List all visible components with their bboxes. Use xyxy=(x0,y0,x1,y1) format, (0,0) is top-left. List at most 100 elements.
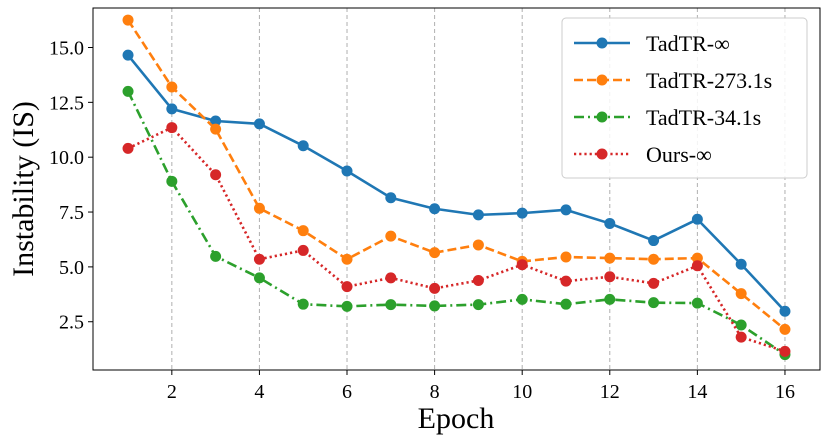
y-axis-title: Instability (IS) xyxy=(7,101,40,277)
series-line xyxy=(126,19,786,331)
data-point xyxy=(604,217,616,229)
data-point xyxy=(297,298,309,310)
data-point xyxy=(429,300,441,312)
data-point xyxy=(297,244,309,256)
x-tick-label: 4 xyxy=(254,381,264,403)
data-point xyxy=(210,169,222,181)
data-point xyxy=(516,259,528,271)
legend-marker xyxy=(596,37,608,49)
y-axis: 2.5 5.0 7.5 10.0 12.5 15.0 xyxy=(49,37,93,334)
data-point xyxy=(429,247,441,259)
legend-marker xyxy=(596,148,608,160)
data-point xyxy=(341,300,353,312)
data-point xyxy=(648,253,660,265)
data-point xyxy=(210,115,222,127)
legend-item: Ours-∞ xyxy=(574,142,712,167)
data-point xyxy=(166,81,178,93)
series-1 xyxy=(122,49,791,317)
data-point xyxy=(648,235,660,247)
data-point xyxy=(648,297,660,309)
data-point xyxy=(779,345,791,357)
y-tick-label: 15.0 xyxy=(49,37,84,59)
data-point xyxy=(472,299,484,311)
x-tick-label: 8 xyxy=(430,381,440,403)
data-point xyxy=(735,331,747,343)
legend-label: TadTR-273.1s xyxy=(646,68,772,93)
y-tick-label: 10.0 xyxy=(49,147,84,169)
data-point xyxy=(735,258,747,270)
data-point xyxy=(166,122,178,134)
data-point xyxy=(604,271,616,283)
legend-item: TadTR-34.1s xyxy=(574,105,761,130)
data-point xyxy=(210,250,222,262)
legend-item: TadTR-273.1s xyxy=(574,68,772,93)
data-point xyxy=(297,140,309,152)
y-tick-label: 7.5 xyxy=(59,202,84,224)
data-point xyxy=(779,305,791,317)
data-point xyxy=(560,298,572,310)
data-point xyxy=(429,282,441,294)
legend: TadTR-∞ TadTR-273.1s TadTR-34.1s Ours-∞ xyxy=(561,17,808,179)
x-tick-label: 14 xyxy=(687,381,707,403)
data-point xyxy=(253,272,265,284)
plot-frame xyxy=(92,7,821,371)
legend-label: Ours-∞ xyxy=(646,142,712,167)
data-point xyxy=(385,192,397,204)
legend-marker xyxy=(596,111,608,123)
series-4 xyxy=(122,122,791,357)
data-point xyxy=(560,204,572,216)
y-tick-label: 2.5 xyxy=(59,312,84,334)
data-point xyxy=(472,274,484,286)
data-point xyxy=(779,323,791,335)
data-point xyxy=(604,293,616,305)
x-tick-label: 16 xyxy=(775,381,795,403)
data-point xyxy=(604,252,616,264)
data-point xyxy=(210,123,222,135)
data-point xyxy=(253,118,265,130)
data-point xyxy=(691,252,703,264)
data-point xyxy=(122,49,134,61)
data-point xyxy=(691,213,703,225)
series-line xyxy=(127,54,786,313)
data-point xyxy=(560,275,572,287)
data-point xyxy=(735,319,747,331)
data-point xyxy=(122,142,134,154)
legend-marker xyxy=(596,74,608,86)
data-point xyxy=(297,225,309,237)
data-point xyxy=(253,202,265,214)
data-point xyxy=(429,203,441,215)
data-point xyxy=(385,272,397,284)
series-line xyxy=(127,126,786,353)
data-point xyxy=(472,239,484,251)
data-point xyxy=(385,299,397,311)
legend-label: TadTR-34.1s xyxy=(646,105,761,130)
data-point xyxy=(385,230,397,242)
data-point xyxy=(122,14,134,26)
legend-item: TadTR-∞ xyxy=(574,31,730,56)
data-point xyxy=(341,281,353,293)
data-point xyxy=(253,253,265,265)
data-point xyxy=(691,297,703,309)
series-layer xyxy=(122,14,791,361)
data-point xyxy=(122,85,134,97)
data-point xyxy=(166,103,178,115)
x-tick-label: 12 xyxy=(600,381,620,403)
data-point xyxy=(648,277,660,289)
data-point xyxy=(341,253,353,265)
data-point xyxy=(516,293,528,305)
x-axis: 2 4 6 8 10 12 14 16 xyxy=(167,370,795,403)
x-tick-label: 6 xyxy=(342,381,352,403)
x-tick-label: 2 xyxy=(167,381,177,403)
data-point xyxy=(560,251,572,263)
data-point xyxy=(341,165,353,177)
series-line xyxy=(126,90,786,356)
y-tick-label: 12.5 xyxy=(49,92,84,114)
data-point xyxy=(516,207,528,219)
y-tick-label: 5.0 xyxy=(59,257,84,279)
legend-box xyxy=(561,17,808,179)
data-point xyxy=(735,288,747,300)
data-point xyxy=(166,175,178,187)
data-point xyxy=(472,209,484,221)
x-axis-title: Epoch xyxy=(418,402,495,435)
